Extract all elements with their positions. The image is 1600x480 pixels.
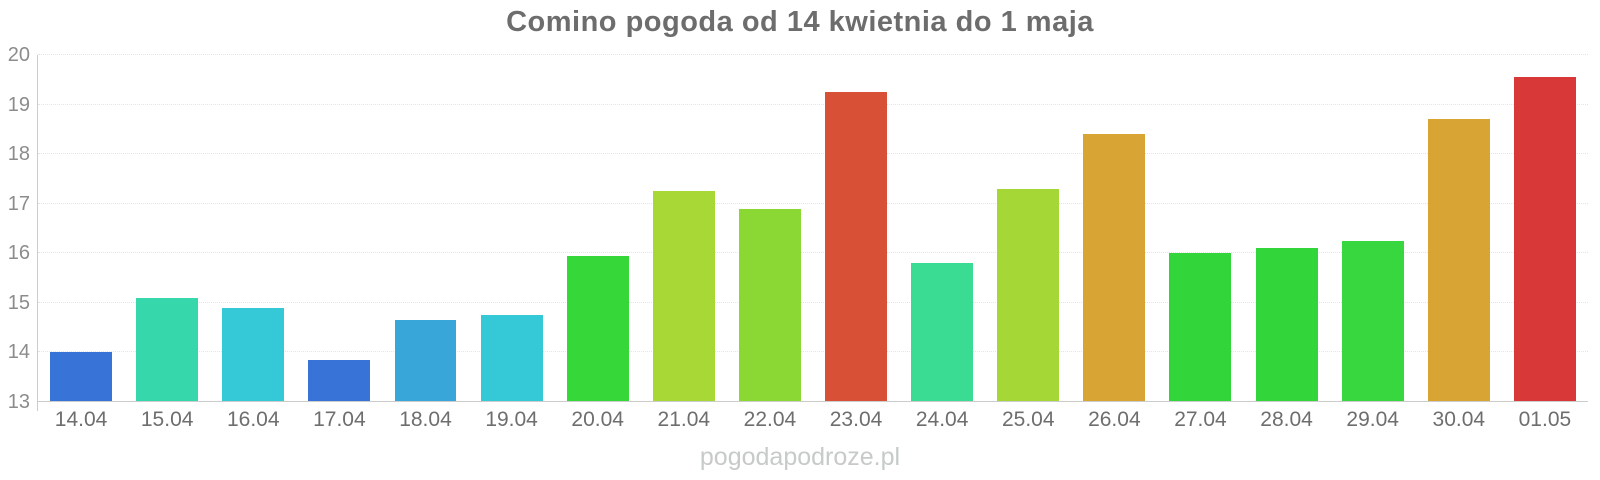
y-tick-label: 19 xyxy=(7,93,30,116)
x-tick-label: 21.04 xyxy=(657,408,711,431)
x-tick-label: 22.04 xyxy=(743,408,797,431)
bar-slot xyxy=(555,55,641,402)
bar-16.04[interactable] xyxy=(222,307,285,402)
gridline xyxy=(38,202,1588,204)
y-tick-label: 17 xyxy=(7,192,30,215)
bar-14.04[interactable] xyxy=(50,352,113,402)
x-tick-label: 17.04 xyxy=(313,408,366,431)
bar-slot xyxy=(899,55,985,402)
x-tick-label: 29.04 xyxy=(1346,408,1399,431)
x-tick-label: 26.04 xyxy=(1088,408,1141,431)
y-axis-labels: 20 19 18 17 16 15 14 13 xyxy=(0,45,32,412)
bar-30.04[interactable] xyxy=(1427,119,1490,402)
bar-27.04[interactable] xyxy=(1169,253,1232,402)
bar-18.04[interactable] xyxy=(394,320,457,402)
x-tick-label: 23.04 xyxy=(829,408,883,431)
bar-01.05[interactable] xyxy=(1513,77,1576,402)
bar-24.04[interactable] xyxy=(911,263,974,402)
y-tick-label: 15 xyxy=(7,291,30,314)
bar-slot xyxy=(1502,55,1588,402)
bar-slot xyxy=(296,55,382,402)
y-tick-label: 13 xyxy=(7,391,30,413)
x-tick-label: 14.04 xyxy=(54,408,108,431)
bar-19.04[interactable] xyxy=(480,315,543,402)
x-tick-label: 24.04 xyxy=(915,408,969,431)
bar-15.04[interactable] xyxy=(136,297,199,402)
watermark: pogodapodroze.pl xyxy=(699,443,901,471)
bar-slot xyxy=(727,55,813,402)
x-tick-label: 19.04 xyxy=(485,408,538,431)
gridline xyxy=(38,153,1588,155)
bar-slot xyxy=(382,55,468,402)
bar-21.04[interactable] xyxy=(652,191,715,402)
bar-23.04[interactable] xyxy=(825,92,888,402)
gridline xyxy=(38,103,1588,105)
y-tick-label: 14 xyxy=(7,341,30,364)
bar-slot xyxy=(1416,55,1502,402)
bar-slot xyxy=(985,55,1071,402)
y-axis-line xyxy=(37,55,38,411)
gridline xyxy=(38,252,1588,254)
bar-slot xyxy=(813,55,899,402)
y-tick-label: 16 xyxy=(7,242,30,265)
bar-17.04[interactable] xyxy=(308,359,371,402)
gridline xyxy=(38,301,1588,303)
x-tick-label: 20.04 xyxy=(571,408,624,431)
x-axis-labels: 14.04 15.04 16.04 17.04 18.04 19.04 20.04 21.04… xyxy=(38,408,1588,432)
plot-area xyxy=(38,54,1588,402)
bar-slot xyxy=(641,55,727,402)
bar-slot xyxy=(1157,55,1243,402)
x-tick-label: 30.04 xyxy=(1432,408,1486,431)
x-tick-label: 01.05 xyxy=(1518,408,1572,431)
y-tick-label: 20 xyxy=(7,44,30,66)
gridline xyxy=(38,351,1588,353)
bar-slot xyxy=(124,55,210,402)
bar-slot xyxy=(38,55,124,402)
gridline xyxy=(38,54,1588,55)
y-tick-label: 18 xyxy=(7,143,30,166)
bars-row xyxy=(38,55,1588,402)
bar-25.04[interactable] xyxy=(997,188,1060,402)
gridline xyxy=(38,401,1588,402)
bar-slot xyxy=(1244,55,1330,402)
bar-slot xyxy=(210,55,296,402)
bar-slot xyxy=(1071,55,1157,402)
bar-29.04[interactable] xyxy=(1341,240,1404,402)
bar-22.04[interactable] xyxy=(738,208,801,402)
bar-26.04[interactable] xyxy=(1083,134,1146,402)
x-tick-label: 25.04 xyxy=(1001,408,1055,431)
bar-slot xyxy=(1330,55,1416,402)
chart-title: Comino pogoda od 14 kwietnia do 1 maja xyxy=(506,6,1094,38)
bar-slot xyxy=(469,55,555,402)
bar-20.04[interactable] xyxy=(566,255,629,402)
x-tick-label: 27.04 xyxy=(1174,408,1227,431)
bar-28.04[interactable] xyxy=(1255,248,1318,402)
x-tick-label: 15.04 xyxy=(140,408,194,431)
x-tick-label: 16.04 xyxy=(226,408,280,431)
x-tick-label: 18.04 xyxy=(399,408,452,431)
x-tick-label: 28.04 xyxy=(1260,408,1313,431)
